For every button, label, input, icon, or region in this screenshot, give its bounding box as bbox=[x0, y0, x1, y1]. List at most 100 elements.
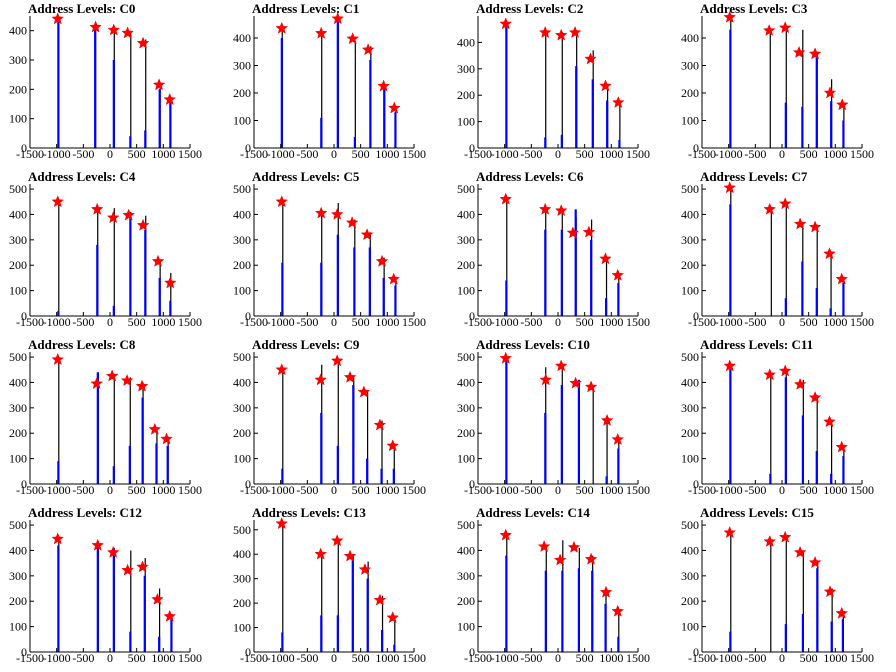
peak-marker bbox=[387, 101, 401, 114]
histogram-bar bbox=[96, 372, 99, 484]
x-tick-label: 1500 bbox=[626, 147, 650, 161]
x-tick-label: 500 bbox=[576, 147, 594, 161]
histogram-bar bbox=[320, 117, 323, 148]
peak-marker bbox=[346, 32, 360, 45]
peak-marker bbox=[136, 36, 150, 49]
peak-marker bbox=[343, 549, 357, 562]
histogram-plot: Address Levels: C12 0 100 200 300 400 500 -1500… bbox=[9, 505, 202, 665]
x-tick-label: -500 bbox=[520, 315, 542, 329]
panel-title: Address Levels: C14 bbox=[476, 505, 590, 520]
histogram-plot: Address Levels: C70100200300400500-1500-… bbox=[681, 169, 874, 329]
x-tick-label: -1500 bbox=[688, 147, 716, 161]
peak-marker bbox=[122, 208, 136, 221]
x-tick-label: -500 bbox=[520, 147, 542, 161]
peak-marker bbox=[808, 391, 822, 404]
histogram-bar bbox=[383, 87, 386, 148]
y-tick-label: 500 bbox=[9, 350, 27, 364]
panel-title: Address Levels: C13 bbox=[252, 505, 366, 520]
x-tick-label: 0 bbox=[555, 483, 561, 497]
histogram-bar bbox=[560, 229, 563, 316]
peak-marker bbox=[163, 276, 177, 289]
histogram-panel: Address Levels: C5 0 100 200 300 400 500 -1500-… bbox=[224, 168, 448, 336]
peak-marker bbox=[105, 369, 119, 382]
y-tick-label: 100 bbox=[9, 452, 27, 466]
peak-marker bbox=[314, 206, 328, 219]
peak-marker bbox=[762, 23, 776, 36]
histogram-bar bbox=[815, 54, 818, 148]
peak-marker bbox=[330, 354, 344, 367]
peak-marker bbox=[121, 26, 134, 39]
y-tick-label: 500 bbox=[681, 350, 699, 364]
y-tick-label: 0 bbox=[693, 141, 699, 155]
peak-marker bbox=[51, 532, 65, 545]
histogram-plot: Address Levels: C90100200300400500-1500-… bbox=[233, 337, 426, 497]
x-tick-label: 500 bbox=[352, 315, 370, 329]
histogram-bar bbox=[320, 615, 323, 652]
x-tick-label: -1500 bbox=[464, 315, 492, 329]
y-tick-label: 400 bbox=[681, 31, 699, 45]
histogram-bar bbox=[96, 545, 99, 652]
histogram-panel: Address Levels: C14 0 100 200 300 400 500 -1500… bbox=[448, 504, 672, 672]
panel-title: Address Levels: C4 bbox=[28, 169, 136, 184]
peak-marker bbox=[835, 98, 849, 111]
x-tick-label: 1500 bbox=[402, 651, 426, 665]
histogram-bar bbox=[57, 461, 60, 484]
y-tick-label: 200 bbox=[457, 258, 475, 272]
histogram-bar bbox=[575, 66, 578, 148]
y-tick-label: 500 bbox=[233, 182, 251, 196]
histogram-bar bbox=[830, 473, 833, 484]
x-tick-label: 1000 bbox=[151, 651, 175, 665]
y-tick-label: 400 bbox=[681, 375, 699, 389]
y-tick-label: 500 bbox=[681, 182, 699, 196]
peak-marker bbox=[537, 540, 551, 553]
peak-marker bbox=[314, 547, 328, 560]
histogram-panel: Address Levels: C4 0 100 200 300 400 500 -1500-… bbox=[0, 168, 224, 336]
y-tick-label: 0 bbox=[245, 477, 251, 491]
peak-marker bbox=[106, 545, 120, 558]
histogram-bar bbox=[560, 134, 563, 148]
histogram-bar bbox=[129, 631, 132, 652]
y-tick-label: 300 bbox=[681, 233, 699, 247]
peak-marker bbox=[343, 370, 357, 383]
panel-title: Address Levels: C3 bbox=[700, 1, 808, 16]
peak-marker bbox=[51, 195, 65, 208]
x-tick-label: 500 bbox=[352, 483, 370, 497]
histogram-bar bbox=[606, 100, 609, 148]
y-tick-label: 200 bbox=[9, 594, 27, 608]
histogram-bar bbox=[841, 619, 844, 652]
histogram-bar bbox=[381, 630, 384, 652]
histogram-panel: Address Levels: C8 0 100 200 300 400 500 -1500-… bbox=[0, 336, 224, 504]
peak-marker bbox=[90, 377, 104, 390]
x-tick-label: 1000 bbox=[599, 147, 623, 161]
x-tick-label: 0 bbox=[107, 483, 113, 497]
peak-marker bbox=[778, 197, 792, 210]
peak-marker bbox=[554, 359, 568, 372]
histogram-bar bbox=[605, 298, 608, 316]
histogram-bar bbox=[505, 359, 508, 484]
y-tick-label: 200 bbox=[457, 426, 475, 440]
peak-marker bbox=[723, 526, 737, 539]
peak-marker bbox=[723, 359, 737, 372]
histogram-panel: Address Levels: C6 0 100 200 300 400 500 -1500-… bbox=[448, 168, 672, 336]
x-tick-label: -500 bbox=[296, 651, 318, 665]
panel-title: Address Levels: C15 bbox=[700, 505, 814, 520]
x-tick-label: -1500 bbox=[16, 147, 44, 161]
histogram-plot: Address Levels: C50100200300400500-1500-… bbox=[233, 169, 426, 329]
x-tick-label: -1000 bbox=[715, 651, 743, 665]
peak-marker bbox=[357, 385, 371, 398]
y-tick-label: 100 bbox=[681, 452, 699, 466]
x-tick-label: 500 bbox=[800, 651, 818, 665]
y-tick-label: 100 bbox=[457, 115, 475, 129]
histogram-bar bbox=[112, 466, 115, 484]
peak-marker bbox=[611, 95, 625, 108]
histogram-bar bbox=[784, 102, 787, 148]
y-tick-label: 500 bbox=[233, 350, 251, 364]
x-tick-label: -1000 bbox=[491, 147, 519, 161]
histogram-bar bbox=[382, 277, 385, 316]
histogram-bar bbox=[368, 247, 371, 316]
histogram-plot: Address Levels: C10 0 100 200 300 400 500 -1500… bbox=[457, 337, 650, 497]
histogram-panel: Address Levels: C1 0 100 200 300 400 -1500 -100… bbox=[224, 0, 448, 168]
x-tick-label: -1000 bbox=[491, 651, 519, 665]
peak-marker bbox=[499, 192, 513, 205]
x-tick-label: 1500 bbox=[402, 483, 426, 497]
